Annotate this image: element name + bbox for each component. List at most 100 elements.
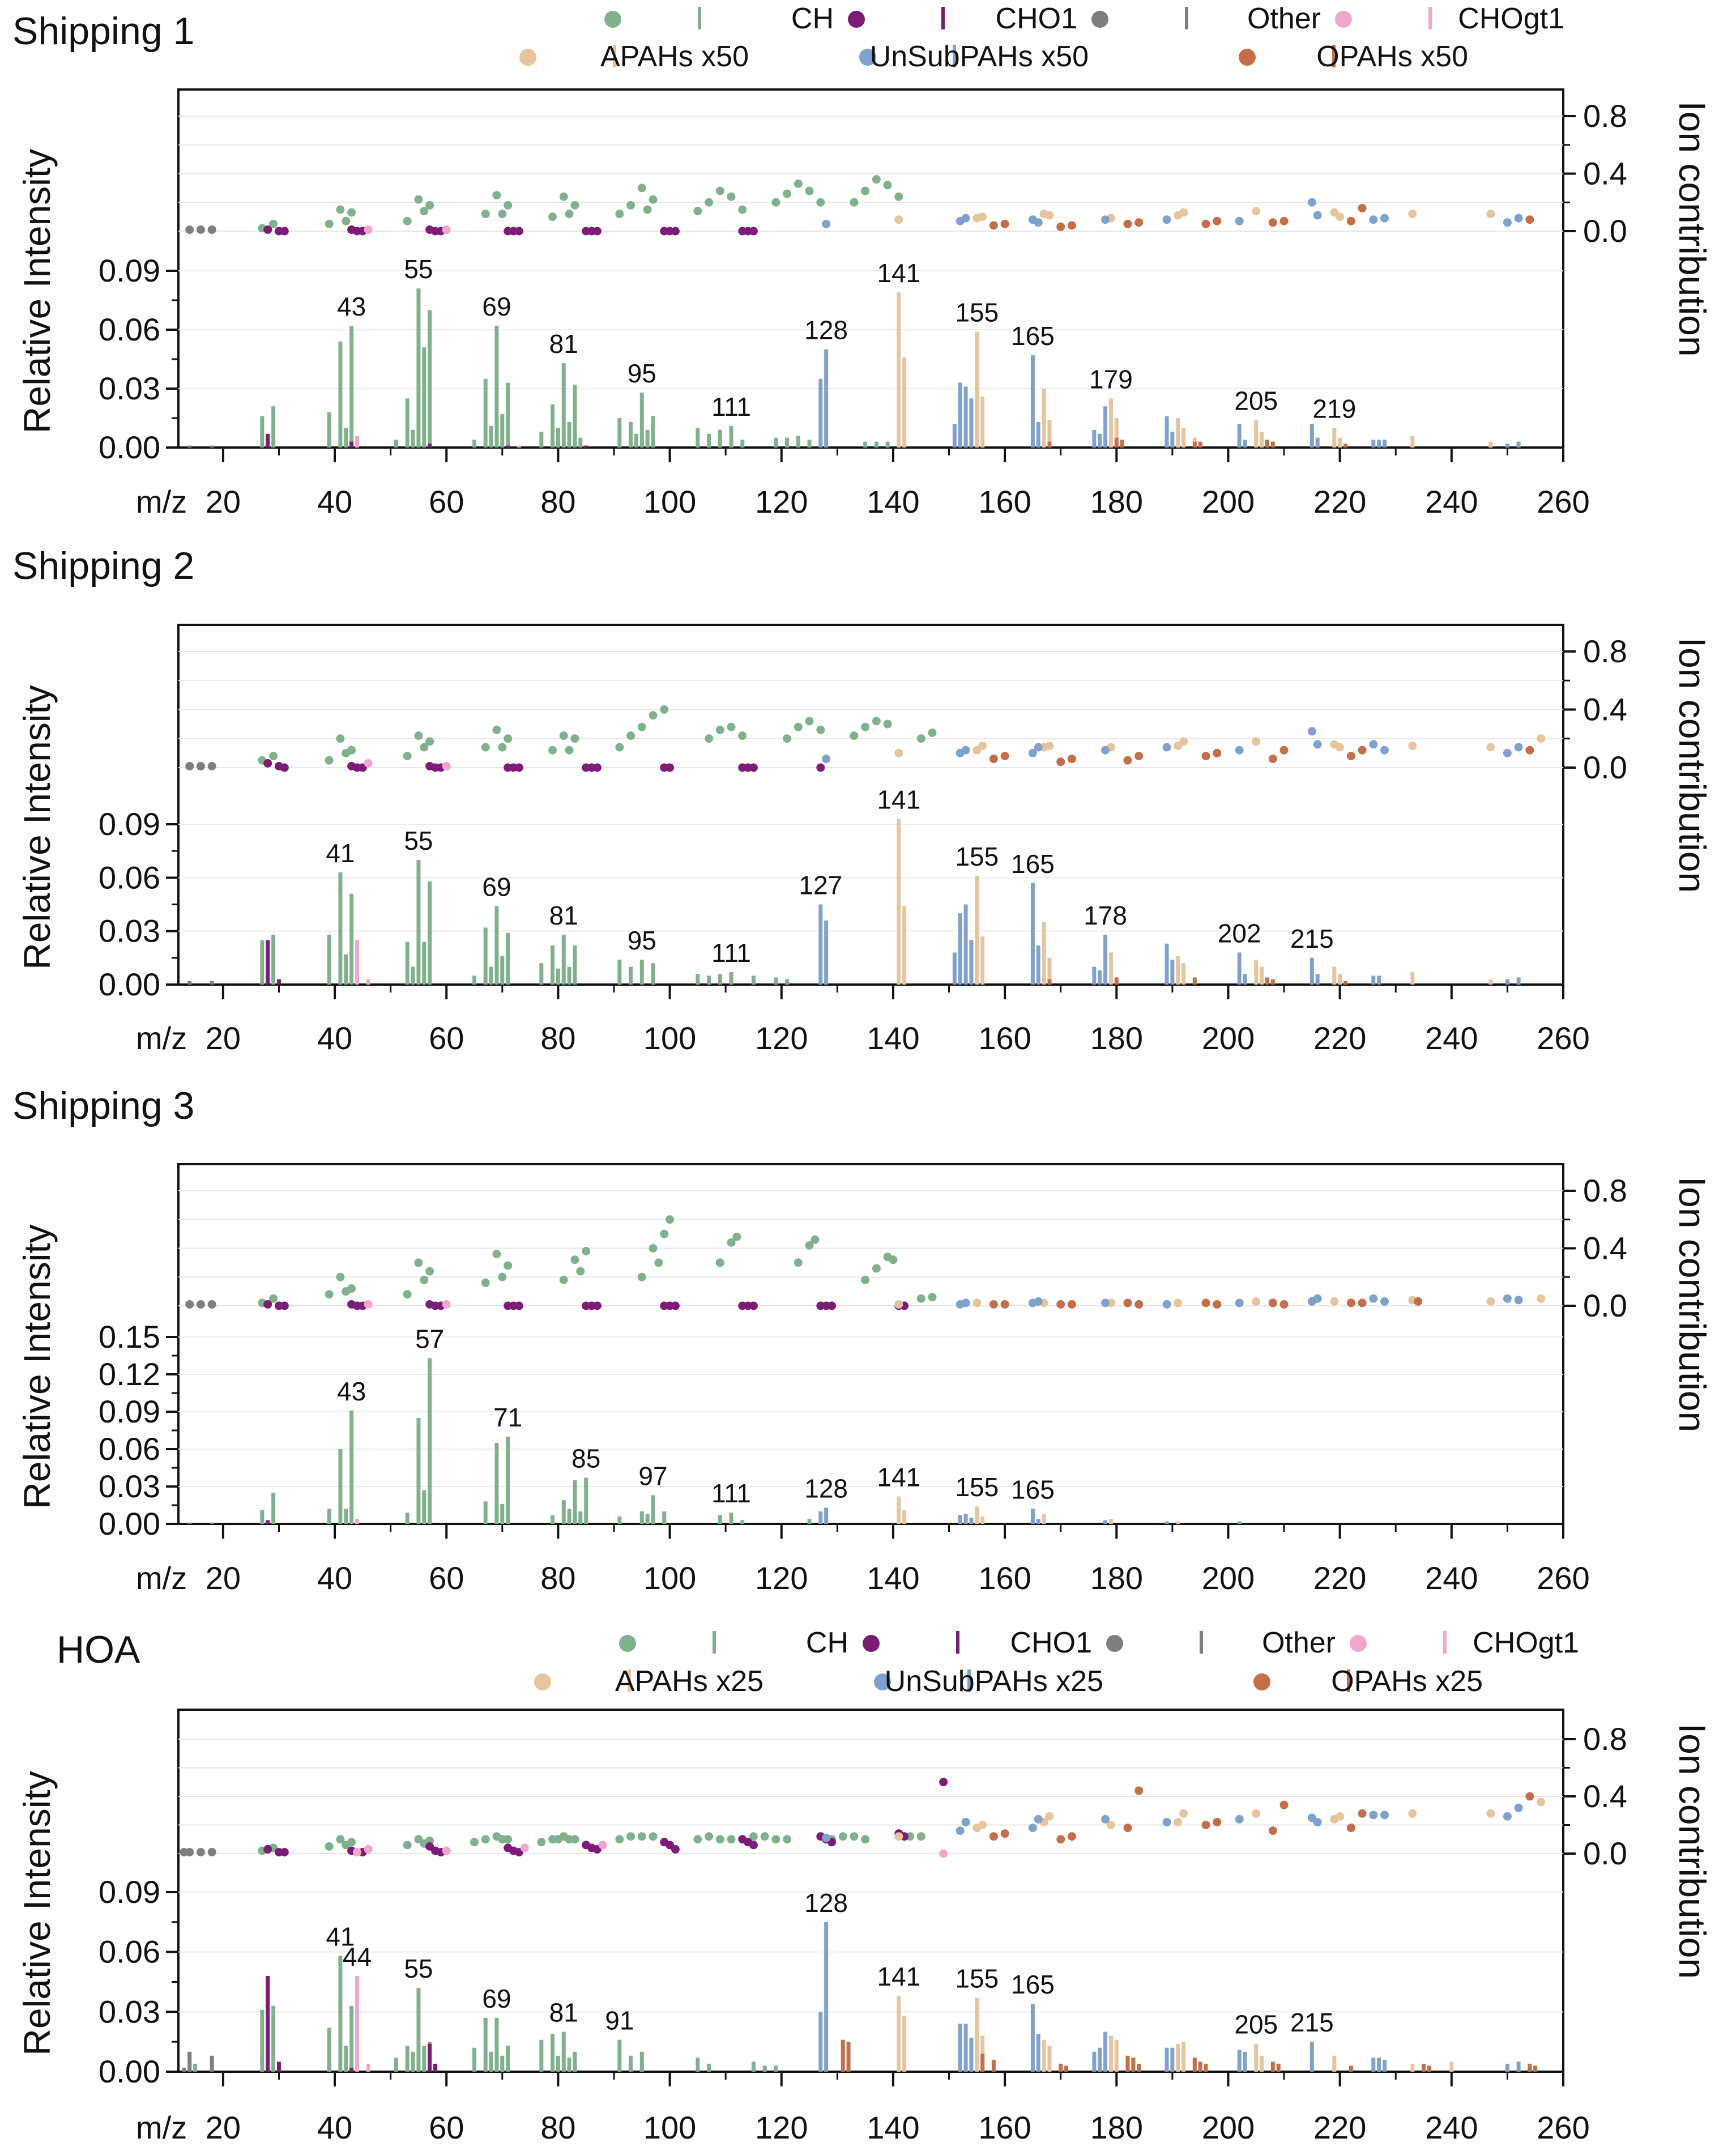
bar-apahs-mz-156 [980, 1516, 985, 1524]
bar-unsubpahs-mz-226 [1371, 440, 1376, 448]
peak-label-mz-215: 215 [1290, 924, 1334, 953]
ion-point-apahs-mz-155 [972, 1298, 982, 1307]
ion-point-unsubpahs-mz-215 [1307, 727, 1316, 736]
bar-ch-mz-51 [394, 2058, 398, 2072]
bar-ch-mz-43 [349, 2005, 354, 2072]
peak-label-mz-95: 95 [628, 926, 656, 955]
bar-ch-mz-65 [472, 976, 477, 985]
right-axis-title: Ion contribution [1671, 1723, 1713, 1979]
panel-3: Shipping 3 0.000.030.060.090.120.15 0.8 0.4… [12, 1084, 1713, 1596]
bar-unsubpahs-mz-128 [824, 1922, 829, 2072]
ion-point-ch-mz-135 [861, 1275, 870, 1284]
bar-ch-mz-27 [260, 416, 265, 448]
x-tick-label: 220 [1313, 484, 1366, 519]
ion-point-unsubpahs-mz-153 [961, 746, 970, 755]
x-tick-label: 160 [978, 2110, 1031, 2145]
peak-label-mz-165: 165 [1011, 321, 1055, 351]
x-tick-label: 80 [540, 2110, 575, 2145]
ion-point-unsubpahs-mz-128 [822, 755, 831, 764]
bar-ch-mz-39 [327, 934, 331, 985]
ion-point-ch-mz-81 [559, 192, 568, 201]
bar-ch-mz-105 [696, 428, 700, 448]
bar-ch-mz-80 [556, 2055, 560, 2072]
peak-label-mz-69: 69 [482, 292, 511, 321]
bar-unsubpahs-mz-189 [1165, 416, 1169, 448]
ion-point-apahs-mz-168 [1045, 211, 1054, 220]
bar-ch-mz-42 [344, 2046, 348, 2072]
ion-point-ch-mz-53 [403, 216, 412, 225]
ion-point-ch-mz-109 [715, 1258, 724, 1267]
bar-ch-mz-107 [707, 2063, 711, 2072]
right-axis-title: Ion contribution [1671, 637, 1713, 893]
x-tick-label: 100 [643, 1020, 696, 1056]
legend-dot-6 [1239, 49, 1256, 66]
ion-point-ch-mz-71 [504, 734, 513, 743]
bar-unsubpahs-mz-178 [1103, 934, 1108, 985]
bar-ch-mz-57 [428, 1358, 432, 1524]
ion-point-unsubpahs-mz-178 [1101, 1814, 1110, 1824]
ion-point-other-mz-14 [185, 1847, 194, 1856]
ion-point-ch-mz-57 [425, 1267, 434, 1276]
ion-point-ch-mz-83 [570, 201, 579, 210]
bar-apahs-mz-168 [1047, 957, 1052, 985]
bar-ch-mz-56 [422, 2046, 426, 2072]
bar-unsubpahs-mz-189 [1165, 2047, 1169, 2072]
bar-unsubpahs-mz-152 [958, 382, 962, 448]
ion-point-unsubpahs-mz-178 [1101, 215, 1110, 224]
bar-apahs-mz-141 [897, 819, 901, 985]
bar-apahs-mz-179 [1108, 2035, 1113, 2072]
peak-label-mz-202: 202 [1218, 918, 1261, 948]
ion-point-ch-mz-137 [872, 175, 881, 184]
bar-opahs-mz-181 [1120, 440, 1124, 448]
bar-apahs-mz-206 [1260, 2055, 1264, 2072]
y-tick-label: 0.06 [99, 1431, 160, 1467]
bar-unsubpahs-mz-151 [952, 952, 957, 985]
y-tick-label: 0.09 [99, 1874, 160, 1910]
bar-opahs-mz-194 [1192, 2058, 1197, 2072]
bar-unsubpahs-mz-152 [958, 913, 962, 985]
ion-point-opahs-mz-254 [1525, 746, 1534, 755]
ion-point-ch-mz-43 [347, 1284, 356, 1293]
ion-point-ch-mz-111 [727, 1238, 736, 1247]
bar-apahs-mz-247 [1488, 979, 1493, 985]
ion-point-unsubpahs-mz-202 [1235, 1814, 1244, 1824]
legend-dot-0 [619, 1635, 636, 1652]
ion-point-opahs-mz-172 [1067, 1832, 1076, 1841]
bar-series [187, 1358, 1242, 1524]
x-tick-label: 200 [1202, 484, 1255, 519]
legend-label-4: APAHs x50 [600, 40, 749, 73]
ion-point-ch-mz-56 [420, 1275, 429, 1284]
ion-point-chogt1-mz-46 [364, 1845, 373, 1854]
ion-point-chogt1-mz-60 [442, 1300, 451, 1309]
ion-point-unsubpahs-mz-189 [1162, 1300, 1171, 1309]
ion-point-ch-mz-93 [626, 731, 635, 740]
peak-label-mz-219: 219 [1312, 394, 1356, 423]
ion-point-opahs-mz-170 [1056, 1835, 1065, 1844]
ion-point-opahs-mz-184 [1134, 752, 1144, 760]
bar-ch-mz-54 [411, 966, 415, 985]
bar-ch-mz-121 [785, 979, 790, 985]
ion-point-other-mz-16 [196, 225, 205, 234]
ion-point-ch-mz-91 [615, 210, 624, 219]
bar-unsubpahs-mz-165 [1030, 1509, 1035, 1524]
bar-opahs-mz-184 [1137, 2063, 1141, 2072]
bar-ch-mz-95 [639, 392, 644, 448]
ion-point-unsubpahs-mz-202 [1235, 1298, 1244, 1307]
panel-title: Shipping 3 [12, 1084, 194, 1127]
ion-point-cho1-mz-127 [816, 763, 825, 772]
ion-point-ch-mz-111 [727, 722, 736, 731]
ion-point-opahs-mz-210 [1279, 216, 1289, 225]
ion-point-other-mz-18 [207, 761, 216, 770]
bar-series [182, 1922, 1538, 2072]
ion-point-ch-mz-56 [420, 206, 429, 215]
x-tick-label: 80 [540, 484, 575, 519]
bar-ch-mz-79 [551, 2034, 555, 2072]
legend-bar-2 [1185, 7, 1188, 29]
ion-point-ch-mz-126 [811, 1235, 820, 1244]
legend-dot-2 [1091, 11, 1108, 28]
x-tick-label: 240 [1425, 2110, 1478, 2145]
bar-apahs-mz-155 [975, 331, 979, 448]
bar-unsubpahs-mz-203 [1243, 440, 1247, 448]
ion-point-ch-mz-69 [492, 1250, 501, 1259]
legend-bar-0 [698, 7, 701, 29]
